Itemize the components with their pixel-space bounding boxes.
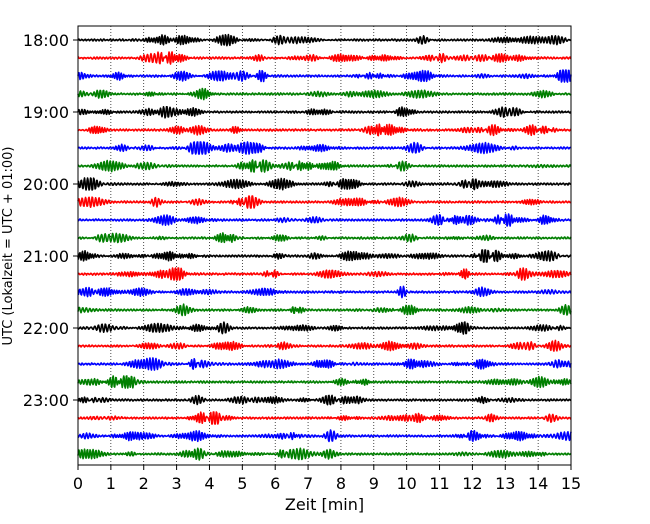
trace-line: [77, 411, 572, 425]
trace-line: [77, 394, 572, 406]
x-tick-label: 14: [528, 474, 548, 493]
trace-line: [77, 195, 572, 209]
trace-line: [77, 105, 572, 119]
trace-line: [77, 69, 572, 83]
trace-line: [77, 51, 572, 65]
x-tick-label: 5: [237, 474, 247, 493]
x-tick-label: 9: [369, 474, 379, 493]
trace-line: [77, 357, 572, 371]
y-axis-label: UTC (Lokalzeit = UTC + 01:00): [1, 147, 16, 346]
x-tick-label: 1: [106, 474, 116, 493]
y-tick-label: 21:00: [23, 247, 69, 266]
trace-line: [77, 285, 572, 299]
y-tick-label: 22:00: [23, 319, 69, 338]
trace-line: [77, 429, 572, 443]
x-tick-label: 12: [462, 474, 482, 493]
x-tick-label: 2: [139, 474, 149, 493]
y-tick-label: 20:00: [23, 175, 69, 194]
y-axis: 18:00 19:00 20:00 21:00 22:00 23:00: [23, 31, 78, 410]
trace-layer: [77, 33, 572, 461]
trace-line: [77, 141, 572, 155]
x-tick-label: 11: [429, 474, 449, 493]
y-tick-label: 18:00: [23, 31, 69, 50]
trace-line: [77, 321, 572, 335]
x-tick-label: 13: [495, 474, 515, 493]
x-tick-label: 3: [172, 474, 182, 493]
x-tick-label: 8: [336, 474, 346, 493]
trace-line: [77, 123, 572, 137]
plot-frame: [77, 25, 572, 466]
x-tick-label: 0: [73, 474, 83, 493]
x-tick-label: 10: [396, 474, 416, 493]
trace-line: [77, 375, 572, 389]
x-axis: 0 1 2 3 4 5 6 7 8 9 10 11 12 13 14 15: [73, 465, 581, 493]
trace-line: [77, 213, 572, 227]
y-tick-label: 19:00: [23, 103, 69, 122]
grid-layer: [110, 26, 539, 465]
x-tick-label: 7: [303, 474, 313, 493]
trace-line: [77, 447, 572, 461]
x-tick-label: 6: [270, 474, 280, 493]
y-tick-label: 23:00: [23, 391, 69, 410]
trace-line: [77, 177, 572, 191]
x-axis-label: Zeit [min]: [285, 495, 364, 514]
x-tick-label: 15: [561, 474, 581, 493]
trace-line: [77, 303, 572, 317]
trace-line: [77, 267, 572, 281]
trace-line: [77, 159, 572, 173]
x-tick-label: 4: [204, 474, 214, 493]
trace-line: [77, 249, 572, 263]
trace-line: [77, 33, 572, 47]
trace-line: [77, 339, 572, 352]
trace-line: [77, 87, 572, 101]
trace-line: [77, 232, 572, 244]
